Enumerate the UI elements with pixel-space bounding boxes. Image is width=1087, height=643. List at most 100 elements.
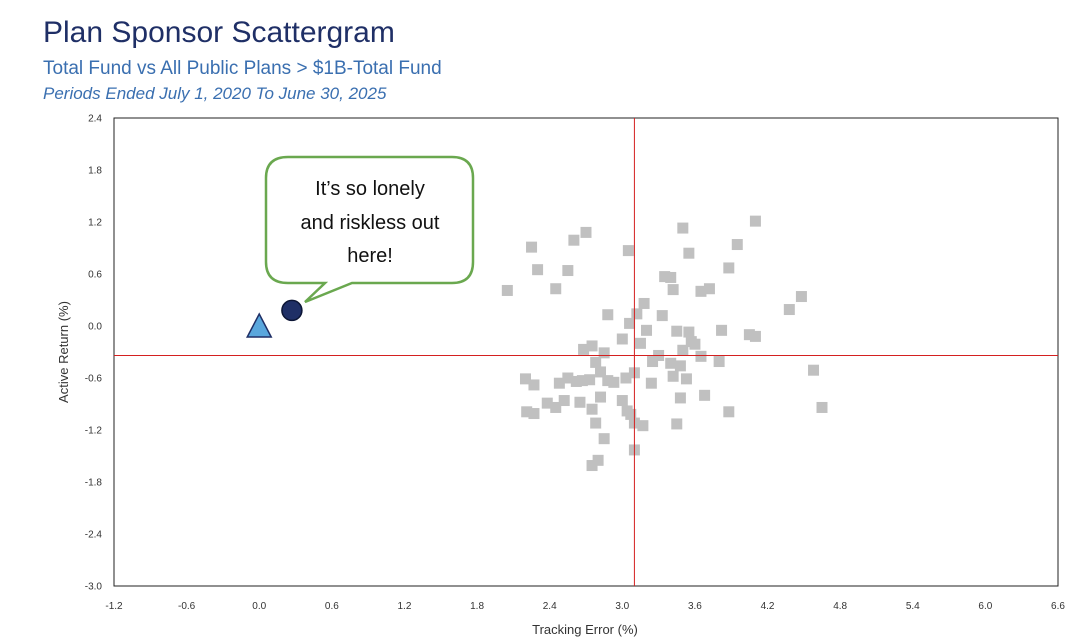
peer-plan-point (550, 283, 562, 295)
peer-plan-point (592, 454, 604, 466)
x-tick-label: 4.8 (833, 601, 847, 612)
peer-plan-point (526, 241, 538, 253)
peer-plan-point (808, 364, 820, 376)
peer-plan-point (743, 329, 755, 341)
peer-plan-point (795, 291, 807, 303)
peer-plan-point (641, 324, 653, 336)
peer-plan-point (667, 370, 679, 382)
peer-plan-point (616, 395, 628, 407)
peer-plan-point (699, 389, 711, 401)
peer-plan-point (695, 350, 707, 362)
peer-plan-point (731, 239, 743, 251)
peer-plan-point (723, 406, 735, 418)
peer-plan-point (519, 373, 531, 385)
peer-plan-point (677, 222, 689, 234)
callout-shape (264, 155, 475, 304)
peer-plan-point (595, 366, 607, 378)
peer-plan-point (749, 215, 761, 227)
callout-line-1: It’s so lonely (315, 178, 425, 200)
y-tick-label: 0.6 (88, 270, 102, 281)
y-tick-label: -0.6 (85, 374, 103, 385)
peer-plan-point (665, 357, 677, 369)
peer-plan-point (622, 245, 634, 257)
peer-plan-point (625, 408, 637, 420)
y-tick-labels: 2.4 1.8 1.2 0.6 0.0 -0.6 -1.2 -1.8 -2.4 -3.0 (85, 114, 103, 593)
periods-label: Periods Ended July 1, 2020 To June 30, 2… (43, 84, 387, 103)
highlight-points (245, 299, 303, 338)
x-tick-labels: -1.2 -0.6 0.0 0.6 1.2 1.8 2.4 3.0 3.6 4.2 4.8 5.4 6.… (105, 601, 1065, 612)
peer-plan-point (674, 360, 686, 372)
callout-line-2: and riskless out (301, 212, 440, 234)
y-tick-label: -1.8 (85, 478, 103, 489)
x-tick-label: 4.2 (761, 601, 775, 612)
peer-plan-point (586, 340, 598, 352)
x-tick-label: -0.6 (178, 601, 196, 612)
peer-plan-point (680, 373, 692, 385)
peer-plan-point (816, 401, 828, 413)
y-tick-label: 1.2 (88, 218, 102, 229)
x-tick-label: 1.8 (470, 601, 484, 612)
peer-plan-point (553, 377, 565, 389)
peer-plan-point (501, 284, 513, 296)
peer-points (501, 215, 828, 472)
peer-plan-point (683, 247, 695, 259)
peer-plan-point (528, 408, 540, 420)
peer-plan-point (562, 372, 574, 384)
x-tick-label: 3.6 (688, 601, 702, 612)
x-tick-label: 2.4 (543, 601, 557, 612)
peer-plan-point (608, 376, 620, 388)
peer-plan-point (674, 392, 686, 404)
peer-plan-point (634, 337, 646, 349)
peer-plan-point (689, 338, 701, 350)
total-fund-point (281, 299, 303, 322)
peer-plan-point (586, 403, 598, 415)
peer-plan-point (713, 356, 725, 368)
y-tick-label: -2.4 (85, 530, 103, 541)
peer-plan-point (602, 375, 614, 387)
peer-plan-point (671, 325, 683, 337)
peer-plan-point (749, 330, 761, 342)
peer-plan-point (656, 310, 668, 322)
peer-plan-point (580, 226, 592, 238)
peer-plan-point (574, 396, 586, 408)
peer-plan-point (550, 401, 562, 413)
peer-plan-point (595, 391, 607, 403)
x-tick-label: 0.0 (252, 601, 266, 612)
peer-plan-point (723, 262, 735, 274)
peer-plan-point (671, 418, 683, 430)
callout-bubble: It’s so lonely and riskless out here! (264, 155, 475, 304)
peer-plan-point (638, 297, 650, 309)
peer-plan-point (598, 433, 610, 445)
peer-plan-point (624, 317, 636, 329)
peer-plan-point (667, 284, 679, 296)
peer-plan-point (528, 379, 540, 391)
peer-plan-point (703, 283, 715, 295)
peer-plan-point (647, 356, 659, 368)
peer-plan-point (665, 271, 677, 283)
callout-line-3: here! (347, 245, 393, 267)
peer-plan-point (576, 375, 588, 387)
peer-plan-point (570, 375, 582, 387)
peer-plan-point (695, 285, 707, 297)
y-axis-label: Active Return (%) (56, 301, 71, 403)
y-tick-label: -3.0 (85, 582, 103, 593)
peer-plan-point (541, 397, 553, 409)
peer-plan-point (637, 420, 649, 432)
x-tick-label: 5.4 (906, 601, 920, 612)
peer-plan-point (677, 344, 689, 356)
y-tick-label: 1.8 (88, 166, 102, 177)
x-tick-label: 6.6 (1051, 601, 1065, 612)
peer-plan-point (783, 304, 795, 316)
index-point (245, 312, 273, 338)
peer-plan-point (598, 347, 610, 359)
x-axis-label: Tracking Error (%) (532, 622, 638, 637)
peer-plan-point (590, 417, 602, 429)
page-title: Plan Sponsor Scattergram (43, 16, 395, 49)
peer-plan-point (683, 326, 695, 338)
peer-plan-point (616, 333, 628, 345)
peer-plan-point (568, 234, 580, 246)
peer-plan-point (645, 377, 657, 389)
x-tick-label: 3.0 (615, 601, 629, 612)
x-tick-label: 0.6 (325, 601, 339, 612)
